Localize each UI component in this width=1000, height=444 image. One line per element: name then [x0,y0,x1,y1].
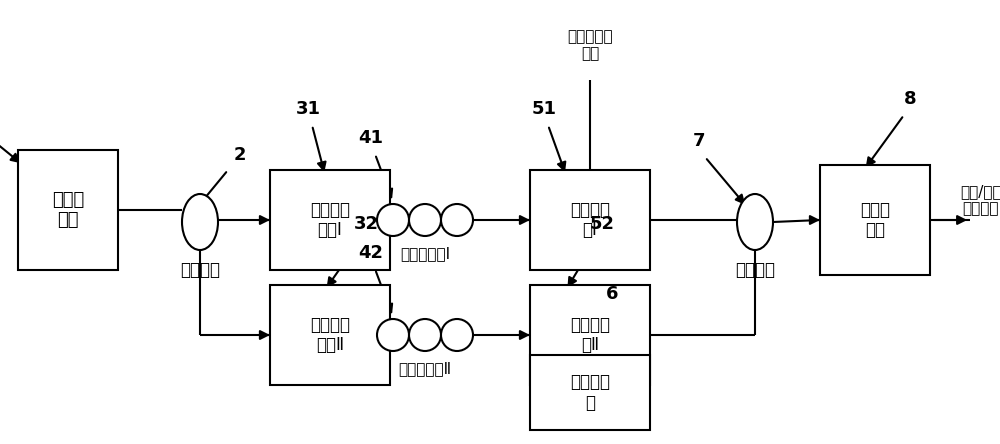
Text: 偏振控制器Ⅱ: 偏振控制器Ⅱ [398,361,452,377]
Ellipse shape [182,194,218,250]
Text: 电学本振
源: 电学本振 源 [570,373,610,412]
Text: 41: 41 [358,129,384,147]
Text: 中频/基频
信号输出: 中频/基频 信号输出 [960,184,1000,216]
Bar [18,150,118,270]
Text: 7: 7 [693,132,705,150]
Text: 52: 52 [590,215,614,233]
Text: 8: 8 [904,90,916,108]
Circle shape [377,204,409,236]
Bar [530,355,650,430]
Text: 相位调制
器Ⅰ: 相位调制 器Ⅰ [570,201,610,239]
Bar [270,170,390,270]
Text: 6: 6 [606,285,618,303]
Text: 光电探
测器: 光电探 测器 [860,201,890,239]
Ellipse shape [737,194,773,250]
Text: 待处理射频
信号: 待处理射频 信号 [567,29,613,61]
Text: 相位调制
器Ⅱ: 相位调制 器Ⅱ [570,316,610,354]
Circle shape [441,319,473,351]
Text: 51: 51 [532,100,556,118]
Bar [530,285,650,385]
Text: 42: 42 [358,244,384,262]
Text: 32: 32 [354,215,378,233]
Bar [270,285,390,385]
Circle shape [409,204,441,236]
Text: 31: 31 [296,100,320,118]
Text: 可调光滤
波器Ⅱ: 可调光滤 波器Ⅱ [310,316,350,354]
Text: 2: 2 [234,146,246,164]
Circle shape [409,319,441,351]
Circle shape [441,204,473,236]
Text: 可调光滤
波器Ⅰ: 可调光滤 波器Ⅰ [310,201,350,239]
Bar [820,165,930,275]
Text: 偏振控制器Ⅰ: 偏振控制器Ⅰ [400,246,450,262]
Bar [530,170,650,270]
Text: 锁模激
光器: 锁模激 光器 [52,190,84,230]
Text: 光分束器: 光分束器 [180,261,220,279]
Text: 光合束器: 光合束器 [735,261,775,279]
Circle shape [377,319,409,351]
